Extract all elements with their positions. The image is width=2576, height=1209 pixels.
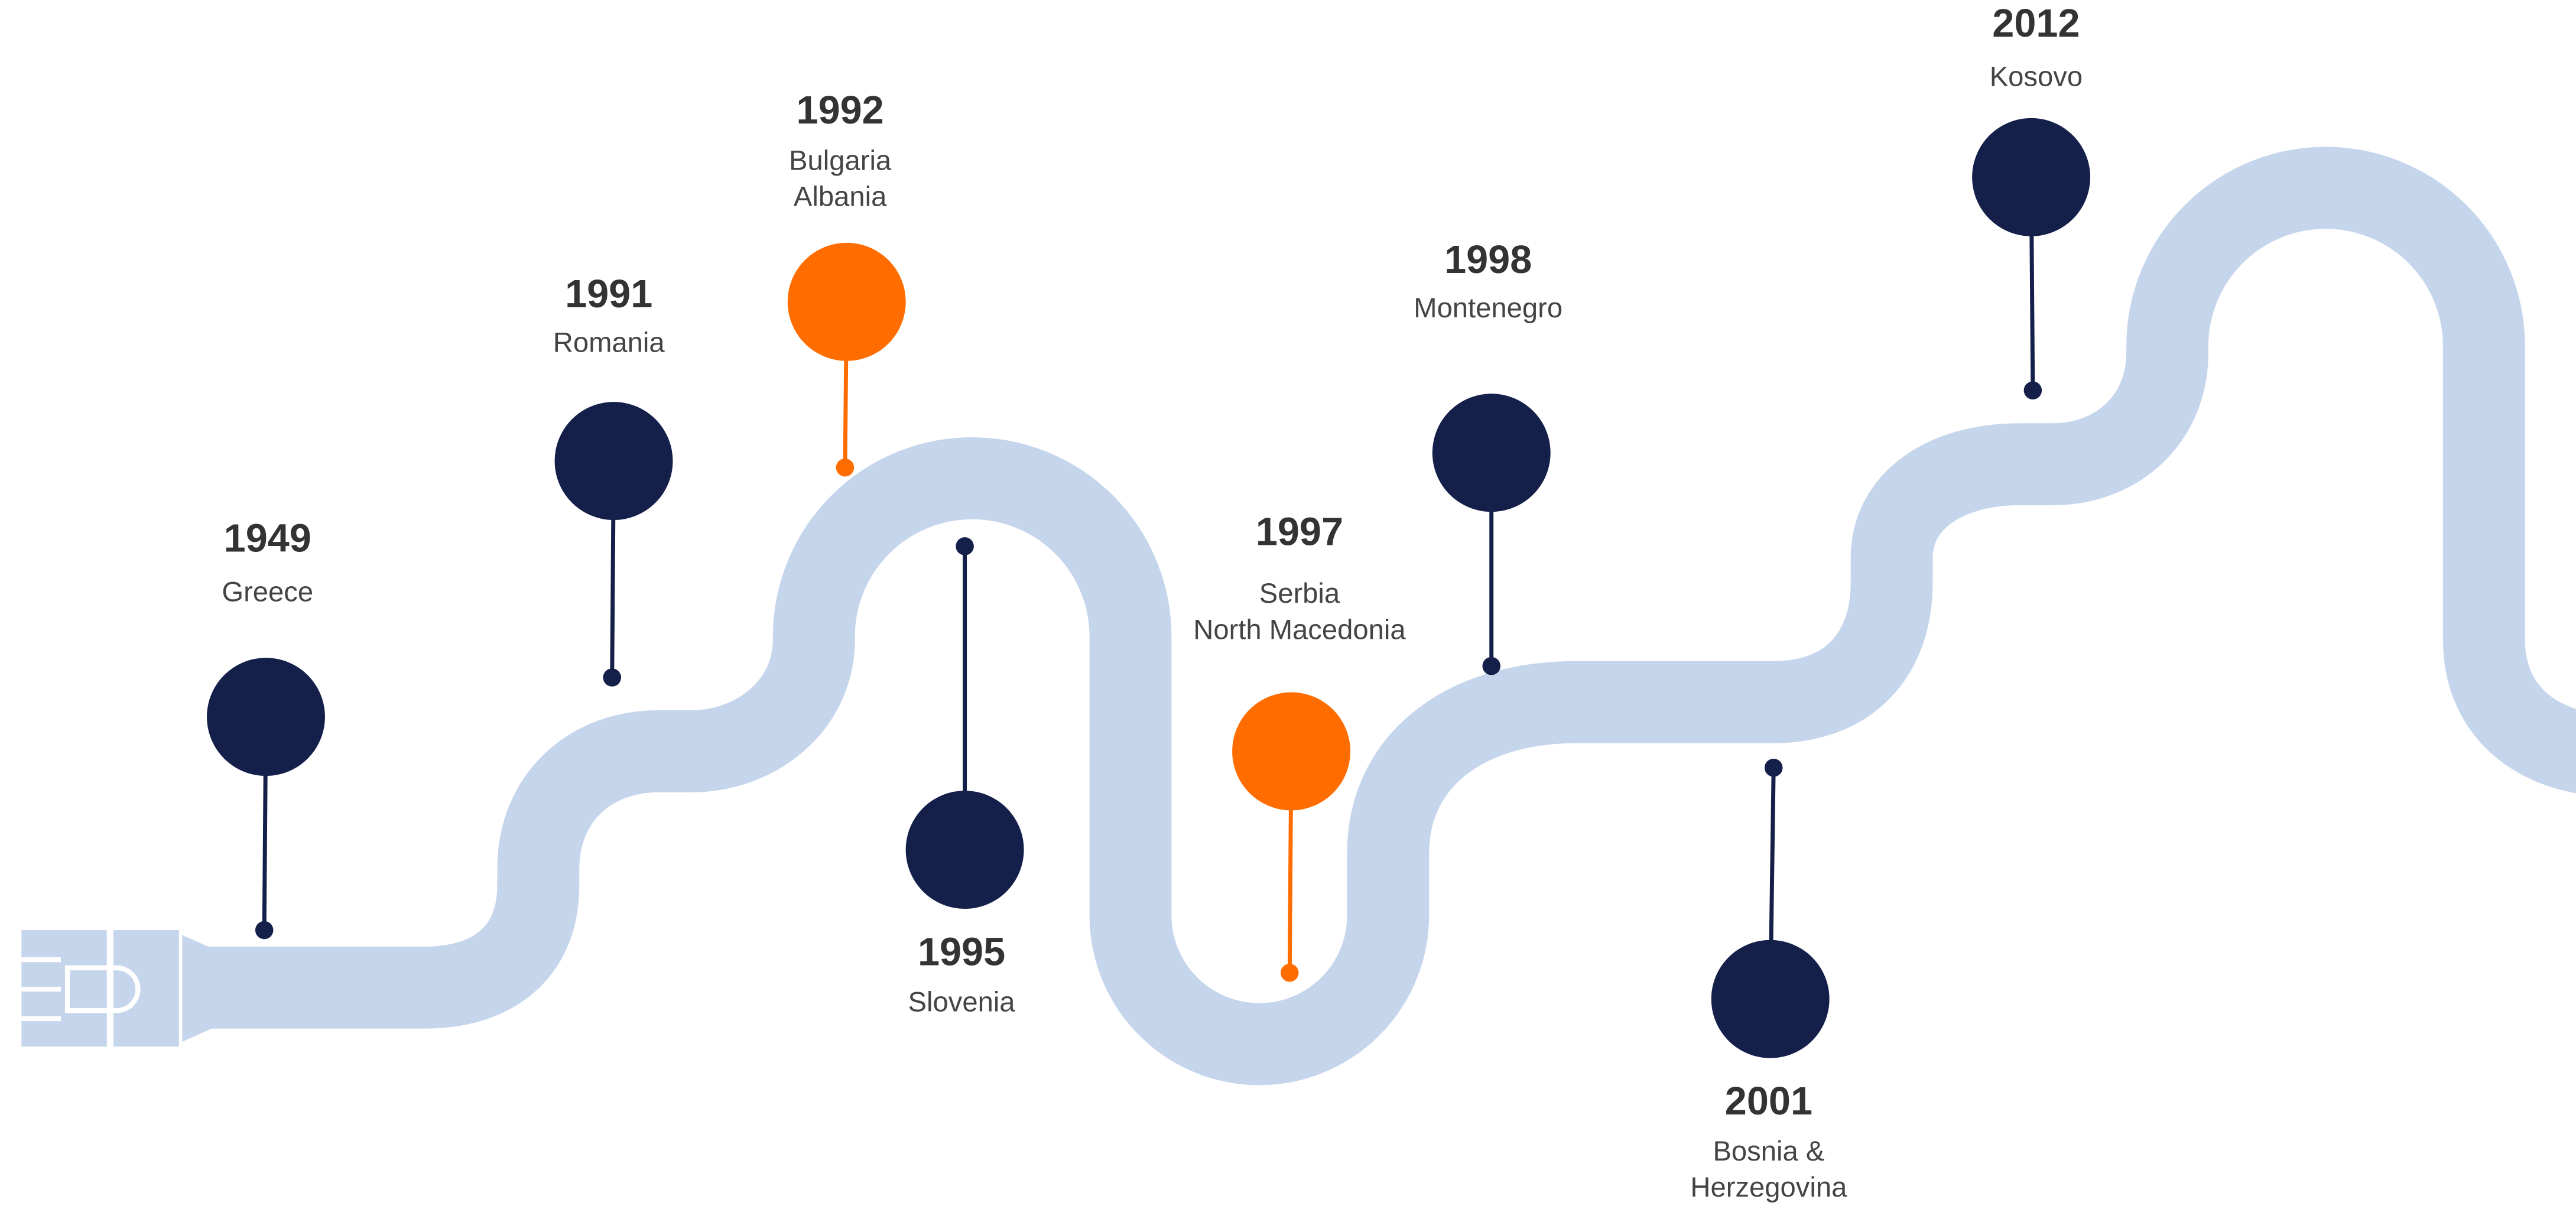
event-label: Slovenia [908, 986, 1016, 1018]
event-label: Serbia [1259, 578, 1340, 609]
pin-dot [1281, 964, 1299, 982]
timeline: 1949 Greece 1991 Romania 1992 Bulgaria Albania… [0, 0, 2576, 1209]
event-label: Greece [222, 576, 313, 607]
event-label: Bulgaria [789, 145, 892, 176]
pin-dot [2024, 381, 2042, 399]
event-label: Bosnia & [1713, 1136, 1824, 1167]
event-year: 1997 [1256, 511, 1343, 554]
event-label: Herzegovina [1690, 1172, 1847, 1203]
pin-dot [255, 921, 274, 940]
event-year: 1992 [797, 89, 884, 132]
event-year: 1991 [565, 272, 652, 316]
event-year: 1998 [1444, 238, 1532, 282]
event-year: 2012 [1992, 2, 2080, 46]
pin-dot [603, 668, 621, 687]
milestone-circle [1711, 940, 1830, 1058]
road-start-icon [21, 930, 212, 1046]
milestone-circle [1432, 394, 1551, 512]
pin-dot [1765, 759, 1783, 777]
milestone-circle [207, 658, 325, 776]
pin-dot [836, 459, 855, 477]
event-label: Kosovo [1990, 61, 2083, 93]
pin-dot [1482, 657, 1500, 675]
milestone-circle [555, 402, 673, 520]
milestone-circle [1232, 693, 1350, 811]
event-label: Romania [553, 327, 665, 358]
event-year: 1949 [224, 517, 311, 561]
event-year: 2001 [1725, 1080, 1812, 1123]
milestone-circle [1972, 118, 2090, 236]
milestone-circle [906, 791, 1024, 909]
milestone-circle [788, 243, 906, 361]
event-label: Albania [794, 181, 887, 212]
pin-dot [956, 537, 974, 555]
event-year: 1995 [918, 930, 1005, 974]
event-label: North Macedonia [1193, 614, 1406, 645]
event-label: Montenegro [1414, 292, 1563, 324]
